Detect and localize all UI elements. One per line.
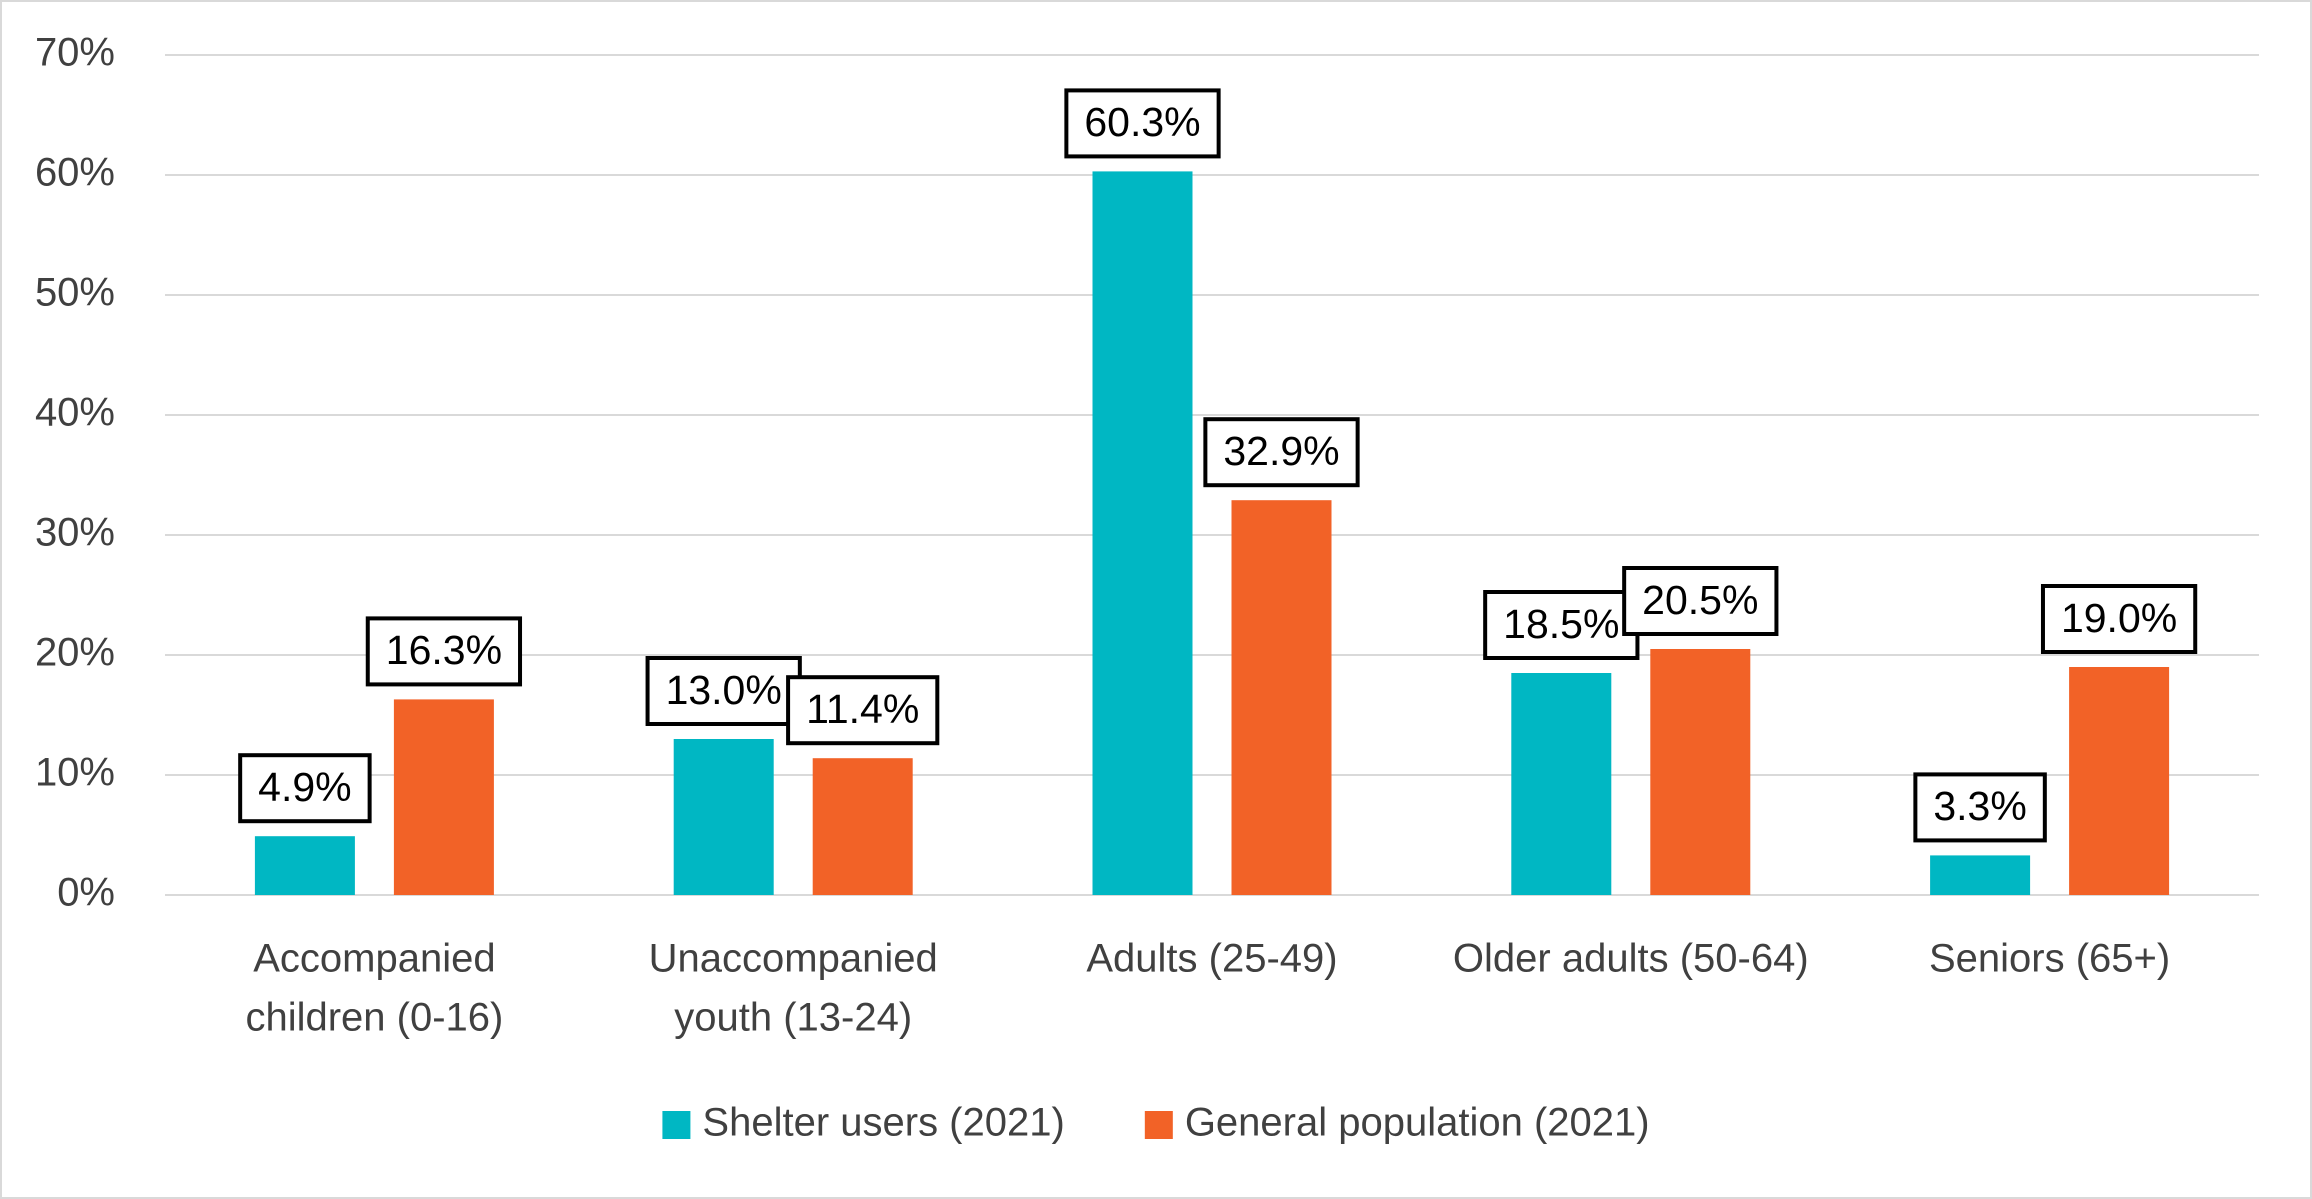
data-label-text: 18.5% bbox=[1503, 601, 1619, 647]
data-label: 32.9% bbox=[1203, 417, 1360, 488]
y-tick-label: 60% bbox=[35, 151, 115, 195]
y-tick-label: 0% bbox=[57, 871, 115, 915]
data-label-text: 11.4% bbox=[806, 686, 919, 732]
data-label-box bbox=[1913, 772, 2047, 843]
data-label-text: 20.5% bbox=[1642, 577, 1758, 623]
data-label: 20.5% bbox=[1622, 566, 1779, 636]
y-tick-label: 30% bbox=[35, 511, 115, 555]
legend-label: General population (2021) bbox=[1185, 1101, 1650, 1145]
bar bbox=[1092, 171, 1193, 895]
data-label-text: 32.9% bbox=[1223, 428, 1339, 474]
bar bbox=[2069, 667, 2170, 895]
bar bbox=[1930, 855, 2031, 895]
data-label: 3.3% bbox=[1913, 772, 2047, 843]
bar bbox=[254, 836, 355, 895]
x-tick-label: youth (13-24) bbox=[674, 996, 912, 1040]
legend-swatch bbox=[662, 1111, 691, 1139]
x-tick-label: Older adults (50-64) bbox=[1453, 937, 1809, 981]
legend-label: Shelter users (2021) bbox=[702, 1101, 1064, 1145]
data-label-box bbox=[1064, 88, 1221, 159]
x-tick-label: Unaccompanied bbox=[649, 937, 938, 981]
data-label-box bbox=[1203, 417, 1360, 488]
bar bbox=[393, 699, 494, 895]
data-label-text: 60.3% bbox=[1084, 99, 1200, 145]
data-label-box bbox=[1483, 590, 1640, 660]
x-tick-label: Adults (25-49) bbox=[1086, 937, 1337, 981]
data-label-box bbox=[238, 753, 372, 824]
data-label: 11.4% bbox=[786, 675, 940, 746]
x-tick-label: Accompanied bbox=[253, 937, 495, 981]
data-label-text: 3.3% bbox=[1933, 783, 2026, 829]
y-tick-label: 50% bbox=[35, 271, 115, 315]
y-tick-label: 20% bbox=[35, 631, 115, 675]
y-tick-label: 10% bbox=[35, 751, 115, 795]
bar bbox=[1511, 673, 1612, 895]
bar bbox=[1231, 500, 1332, 895]
data-label-box bbox=[786, 675, 940, 746]
data-label-box bbox=[1622, 566, 1779, 636]
data-label-text: 13.0% bbox=[666, 667, 782, 713]
data-label: 16.3% bbox=[365, 616, 523, 687]
x-tick-label: Seniors (65+) bbox=[1929, 937, 2170, 981]
data-label-text: 19.0% bbox=[2061, 595, 2177, 641]
data-label-text: 16.3% bbox=[386, 627, 502, 673]
x-tick-label: children (0-16) bbox=[245, 996, 503, 1040]
bar bbox=[1650, 649, 1751, 895]
y-tick-label: 70% bbox=[35, 31, 115, 75]
data-label: 18.5% bbox=[1483, 590, 1640, 660]
bar bbox=[812, 758, 913, 895]
data-label: 4.9% bbox=[238, 753, 372, 824]
data-label: 13.0% bbox=[645, 656, 802, 726]
data-label: 60.3% bbox=[1064, 88, 1221, 159]
data-label-box bbox=[2040, 584, 2198, 654]
bar bbox=[673, 739, 774, 895]
data-label-box bbox=[365, 616, 523, 687]
y-tick-label: 40% bbox=[35, 391, 115, 435]
legend-swatch bbox=[1144, 1111, 1173, 1139]
data-label: 19.0% bbox=[2040, 584, 2198, 654]
data-label-text: 4.9% bbox=[258, 764, 351, 810]
